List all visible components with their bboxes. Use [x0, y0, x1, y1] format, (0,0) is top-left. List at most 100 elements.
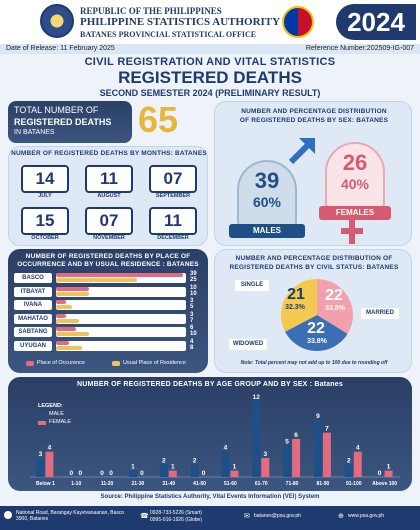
total-label-a: TOTAL NUMBER OF: [14, 105, 99, 115]
month-label: DECEMBER: [157, 235, 189, 241]
x-tick-label: 61-70: [255, 481, 268, 487]
x-tick-label: 21-30: [132, 481, 145, 487]
month-august: 11 AUGUST: [85, 165, 133, 199]
place-row-label: UYUGAN: [14, 340, 52, 351]
place-row: MAHATAO 3 7: [14, 312, 204, 325]
reference-number: Reference Number:202509-IG-007: [305, 45, 414, 52]
place-bar-occurrence: [56, 300, 66, 304]
x-tick-label: Below 1: [36, 481, 55, 487]
header-office: BATANES PROVINCIAL STATISTICAL OFFICE: [80, 30, 257, 39]
source-note: Source: Philippine Statistics Authority,…: [100, 494, 320, 500]
month-october: 15 OCTOBER: [21, 207, 69, 241]
total-label-c: IN BATANES: [14, 129, 55, 136]
place-bar-residence: [56, 332, 89, 336]
months-card: NUMBER OF REGISTERED DEATHS BY MONTHS: B…: [8, 146, 208, 246]
place-title-a: NUMBER OF REGISTERED DEATHS BY PLACE OF: [25, 253, 191, 260]
footer-web[interactable]: www.psa.gov.ph: [348, 513, 385, 519]
bar-value-label: 1: [171, 464, 175, 471]
bar-male: [283, 445, 292, 477]
legend-occ-swatch: [26, 361, 34, 366]
web-icon: ⊕: [338, 513, 344, 520]
month-value: 11: [85, 165, 133, 193]
bar-male: [190, 464, 199, 477]
month-value: 07: [85, 207, 133, 235]
place-row-label: ITBAYAT: [14, 286, 52, 297]
place-bar-occurrence: [56, 273, 183, 277]
x-tick-label: 81-90: [317, 481, 330, 487]
single-pct: 32.3%: [285, 304, 305, 311]
total-label-box: TOTAL NUMBER OF REGISTERED DEATHS IN BAT…: [8, 101, 132, 143]
email-icon: ✉: [244, 513, 250, 520]
legend-female-swatch: [38, 421, 46, 425]
place-bar-track: [56, 340, 186, 351]
month-label: NOVEMBER: [93, 235, 125, 241]
place-row-label: IVANA: [14, 300, 52, 310]
month-value: 07: [149, 165, 197, 193]
bar-female: [230, 470, 239, 477]
male-tombstone: 39 60%: [237, 160, 297, 226]
single-count: 21: [287, 286, 305, 303]
total-label-b: REGISTERED DEATHS: [14, 117, 112, 127]
month-value: 11: [149, 207, 197, 235]
place-row: IVANA 3 5: [14, 298, 204, 311]
bar-value-label: 0: [69, 470, 73, 477]
footer-phone1: 0928-733-5226 (Smart): [150, 510, 202, 516]
place-row: SABTANG 6 10: [14, 325, 204, 338]
bar-value-label: 2: [193, 457, 197, 464]
married-label: MARRIED: [361, 308, 399, 319]
x-tick-label: 91-100: [346, 481, 362, 487]
bar-value-label: 12: [253, 394, 261, 401]
civil-title-b: REGISTERED DEATHS BY CIVIL STATUS: BATAN…: [229, 264, 399, 271]
months-title: NUMBER OF REGISTERED DEATHS BY MONTHS: B…: [11, 150, 207, 157]
total-value: 65: [138, 99, 179, 140]
place-value-residence: 10: [190, 331, 197, 337]
bar-value-label: 4: [48, 445, 52, 452]
place-bar-residence: [56, 318, 79, 323]
bar-male: [159, 464, 168, 477]
civil-title-a: NUMBER AND PERCENTAGE DISTRIBUTION OF: [235, 255, 393, 262]
place-bar-occurrence: [56, 340, 69, 345]
bar-value-label: 7: [325, 426, 329, 433]
x-tick-label: 51-60: [224, 481, 237, 487]
place-value-residence: 5: [190, 304, 194, 310]
footer: National Road, Barangay Kayvivanaanan, B…: [0, 506, 420, 530]
bar-value-label: 1: [233, 464, 237, 471]
sub-title: REGISTERED DEATHS: [118, 68, 302, 87]
bar-male: [221, 451, 230, 477]
total-card: TOTAL NUMBER OF REGISTERED DEATHS IN BAT…: [8, 99, 208, 143]
month-label: OCTOBER: [31, 235, 59, 241]
location-icon: [4, 511, 12, 519]
release-date: Date of Release: 11 February 2025: [6, 45, 115, 52]
bar-value-label: 0: [78, 470, 82, 477]
female-label: FEMALES: [319, 206, 391, 220]
bar-female: [384, 470, 393, 477]
bar-value-label: 4: [224, 445, 228, 452]
widowed-pct: 33.8%: [307, 338, 327, 345]
place-row-label: BASCO: [14, 273, 52, 283]
male-symbol-icon: [288, 137, 316, 165]
single-label: SINGLE: [235, 280, 269, 291]
sex-title-a: NUMBER AND PERCENTAGE DISTRIBUTION: [241, 108, 387, 115]
place-value-occurrence: 4: [190, 338, 194, 345]
x-tick-label: 71-80: [286, 481, 299, 487]
age-chart-title: NUMBER OF REGISTERED DEATHS BY AGE GROUP…: [77, 381, 343, 388]
header-psa: PHILIPPINE STATISTICS AUTHORITY: [80, 16, 281, 28]
place-row: UYUGAN 4 8: [14, 338, 204, 352]
month-label: SEPTEMBER: [155, 193, 191, 199]
bar-female: [45, 451, 54, 477]
month-label: AUGUST: [97, 193, 121, 199]
header-republic: REPUBLIC OF THE PHILIPPINES: [80, 6, 222, 16]
married-count: 22: [325, 287, 343, 304]
place-value-residence: 7: [190, 317, 194, 324]
male-label: MALES: [229, 224, 305, 238]
female-count: 26: [342, 150, 368, 175]
month-december: 11 DECEMBER: [149, 207, 197, 241]
place-row-label: SABTANG: [14, 327, 52, 337]
x-tick-label: Above 100: [372, 481, 397, 487]
footer-email[interactable]: batanes@psa.gov.ph: [254, 513, 301, 519]
place-bar-occurrence: [56, 327, 76, 331]
place-value-occurrence: 3: [190, 298, 194, 304]
bar-female: [322, 432, 331, 477]
pie-slice-widowed: [285, 315, 348, 351]
civil-pie: [280, 279, 353, 351]
